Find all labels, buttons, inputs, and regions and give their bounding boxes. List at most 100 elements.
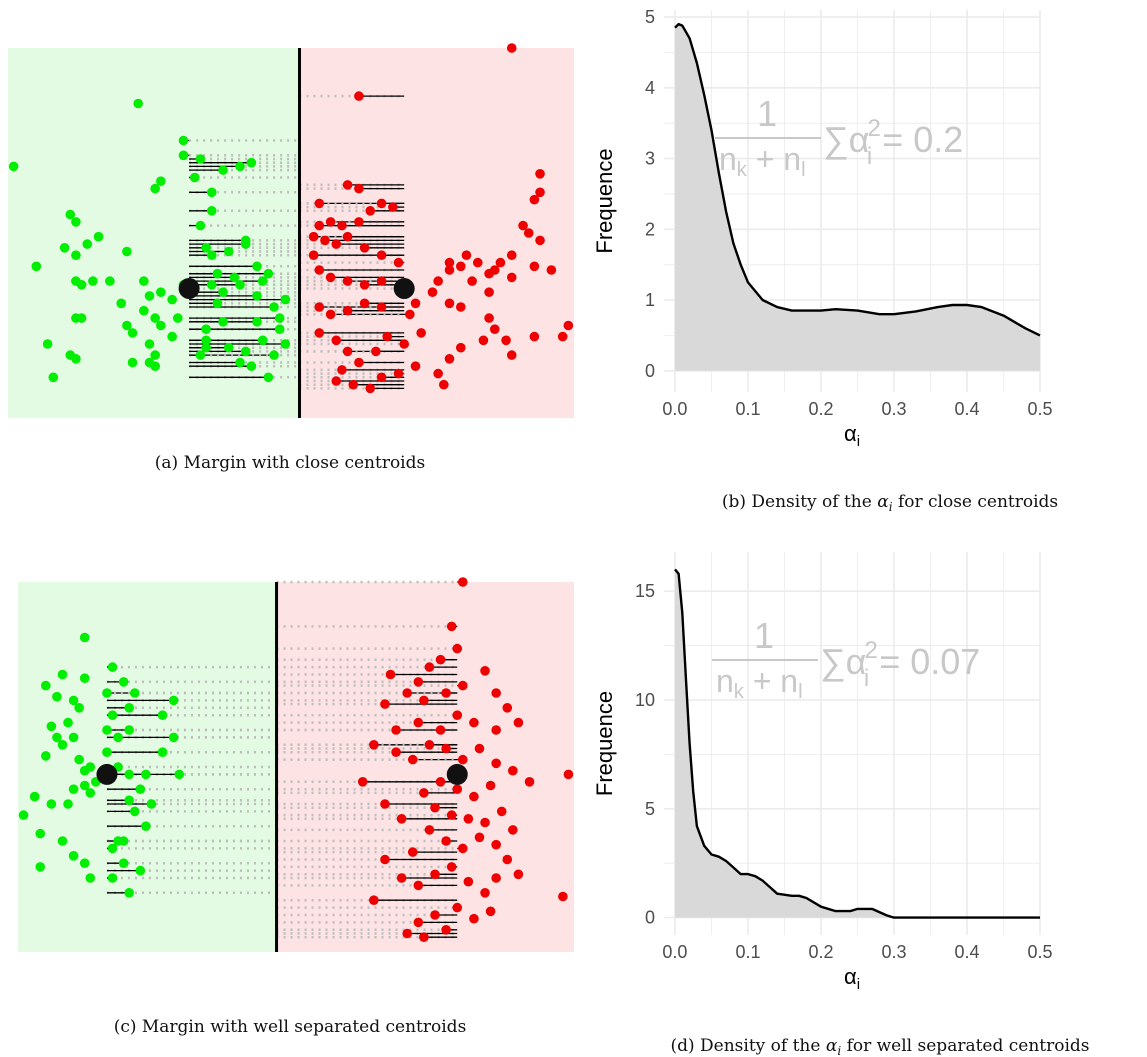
red-point	[508, 825, 518, 835]
red-point	[354, 183, 364, 194]
green-point	[29, 791, 40, 802]
green-point	[35, 862, 46, 872]
green-point	[124, 769, 134, 780]
green-point	[102, 725, 112, 735]
caption-a: (a) Margin with close centroids	[155, 453, 425, 473]
green-point	[274, 313, 285, 323]
red-point	[502, 854, 513, 865]
green-region	[18, 582, 277, 952]
red-point	[331, 239, 342, 249]
green-point	[189, 172, 200, 183]
green-point	[63, 799, 73, 809]
green-point	[150, 350, 160, 360]
alpha-symbol: α	[846, 641, 867, 682]
denominator-n-l: n	[783, 141, 801, 177]
annotation-sum-expression: ∑α2 i = 0.07	[820, 637, 980, 692]
green-point	[102, 688, 112, 698]
red-point	[469, 913, 479, 924]
red-point	[396, 814, 407, 824]
red-point	[376, 372, 387, 383]
caption-b-prefix: (b) Density of the	[722, 492, 877, 512]
x-tick-label: 0.3	[881, 399, 906, 419]
red-point	[484, 268, 494, 279]
annotation-formula: 1nk + nl∑α2 i = 0.2	[715, 93, 963, 181]
caption-b-suffix: for close centroids	[893, 492, 1059, 512]
y-tick-label: 0	[645, 908, 655, 928]
red-point	[430, 802, 440, 813]
green-point	[107, 710, 118, 720]
red-point	[325, 309, 336, 320]
red-point	[474, 832, 485, 843]
sum-symbol: ∑	[820, 641, 846, 682]
green-point	[240, 346, 251, 357]
green-point	[150, 361, 160, 372]
green-point	[102, 747, 112, 757]
green-point	[252, 291, 262, 301]
red-point	[357, 777, 368, 787]
green-point	[129, 806, 140, 817]
red-point	[491, 839, 501, 850]
y-tick-label: 1	[645, 290, 655, 310]
green-point	[141, 821, 151, 831]
caption-c: (c) Margin with well separated centroids	[114, 1017, 467, 1037]
red-point	[558, 891, 568, 902]
red-point	[365, 383, 376, 394]
y-tick-label: 10	[635, 690, 655, 710]
green-point	[252, 317, 262, 327]
annotation-numerator: 1	[757, 93, 777, 134]
alpha-power: 2	[864, 637, 877, 664]
red-centroid	[393, 278, 415, 299]
red-point	[354, 217, 364, 227]
green-point	[74, 703, 84, 713]
green-point	[252, 261, 262, 272]
red-point	[446, 862, 457, 872]
green-point	[68, 695, 79, 706]
denominator-sub-k: k	[737, 159, 748, 181]
red-point	[456, 342, 466, 353]
green-point	[157, 710, 168, 720]
green-point	[113, 836, 123, 846]
red-point	[491, 725, 501, 735]
red-point	[485, 780, 496, 791]
red-point	[314, 198, 325, 209]
red-point	[391, 747, 401, 757]
green-centroid	[96, 763, 118, 785]
red-point	[342, 305, 353, 316]
red-point	[506, 272, 517, 283]
red-point	[502, 703, 513, 713]
red-point	[359, 243, 370, 253]
red-point	[513, 869, 524, 880]
green-point	[65, 209, 76, 220]
green-point	[68, 732, 79, 743]
denominator-plus: +	[747, 141, 783, 177]
red-point	[320, 235, 330, 246]
red-point	[535, 169, 545, 179]
red-point	[348, 379, 359, 390]
green-point	[156, 287, 166, 298]
green-point	[223, 342, 234, 353]
equals-sign: =	[869, 641, 910, 682]
green-point	[85, 873, 96, 883]
green-point	[269, 302, 279, 312]
red-point	[354, 91, 364, 101]
red-point	[535, 235, 545, 246]
green-point	[257, 335, 268, 346]
red-region	[276, 582, 574, 952]
red-point	[441, 688, 451, 698]
green-point	[18, 810, 29, 820]
red-point	[393, 257, 404, 268]
red-point	[410, 361, 421, 372]
denominator-n-k: n	[716, 663, 734, 699]
green-point	[8, 161, 19, 172]
green-point	[246, 157, 257, 168]
red-point	[563, 769, 574, 780]
green-point	[124, 703, 134, 713]
y-tick-label: 0	[645, 361, 655, 381]
red-point	[439, 379, 449, 390]
annotation-numerator: 1	[754, 615, 774, 656]
red-point	[484, 313, 494, 323]
panel-c-scatter	[18, 577, 574, 952]
red-point	[489, 324, 500, 335]
